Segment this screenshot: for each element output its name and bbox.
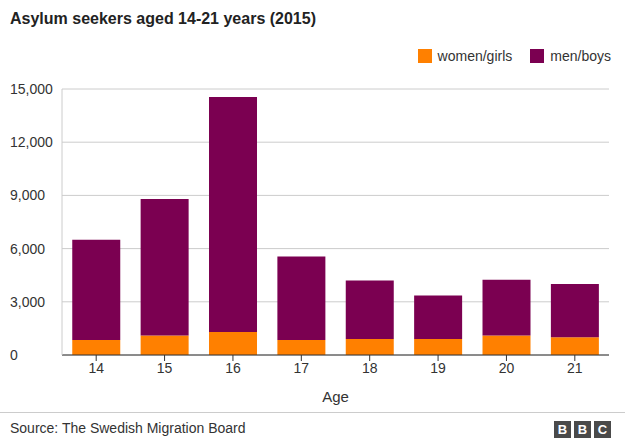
svg-text:21: 21 xyxy=(567,360,583,376)
html-text:B: B xyxy=(577,422,588,437)
html-text:B: B xyxy=(557,422,568,437)
svg-text:17: 17 xyxy=(294,360,310,376)
svg-text:15,000: 15,000 xyxy=(10,81,53,97)
html-text:Source: The Swedish Migration: Source: The Swedish Migration Board xyxy=(10,420,246,436)
svg-text:6,000: 6,000 xyxy=(10,241,45,257)
svg-text:15: 15 xyxy=(157,360,173,376)
svg-text:19: 19 xyxy=(430,360,446,376)
svg-text:Age: Age xyxy=(322,388,349,405)
svg-text:3,000: 3,000 xyxy=(10,294,45,310)
svg-text:18: 18 xyxy=(362,360,378,376)
html-text:C: C xyxy=(597,422,608,437)
svg-text:0: 0 xyxy=(10,347,18,363)
svg-text:12,000: 12,000 xyxy=(10,134,53,150)
html-text:Asylum seekers aged 14-21 year: Asylum seekers aged 14-21 years (2015) xyxy=(10,10,316,27)
html-text:men/boys: men/boys xyxy=(550,48,611,64)
svg-text:20: 20 xyxy=(499,360,515,376)
svg-text:9,000: 9,000 xyxy=(10,187,45,203)
svg-text:16: 16 xyxy=(225,360,241,376)
html-text:women/girls: women/girls xyxy=(437,48,513,64)
svg-text:14: 14 xyxy=(88,360,104,376)
